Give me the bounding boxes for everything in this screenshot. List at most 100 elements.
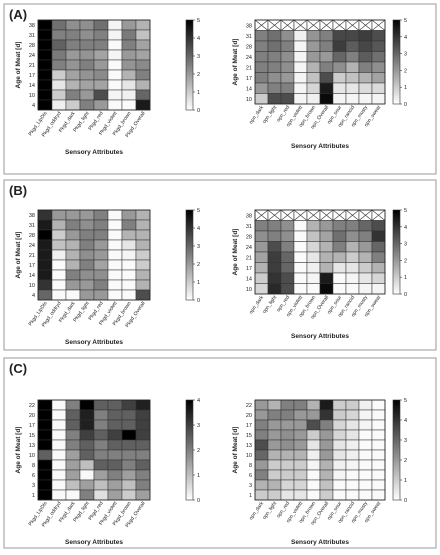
- colorbar-segment: [393, 55, 400, 59]
- heatmap-cell: [93, 69, 109, 81]
- heatmap-cell: [306, 419, 321, 431]
- heatmap-cell: [254, 220, 269, 232]
- heatmap-cell: [121, 469, 137, 481]
- heatmap-cell: [332, 82, 347, 94]
- heatmap-cell: [345, 61, 360, 73]
- colorbar-segment: [393, 249, 400, 253]
- colorbar-segment: [393, 228, 400, 232]
- heatmap-cell: [65, 249, 81, 261]
- colorbar-segment: [186, 291, 193, 294]
- colorbar-segment: [393, 85, 400, 88]
- heatmap-cell: [306, 30, 321, 42]
- colorbar-segment: [393, 427, 400, 431]
- heatmap-cell: [107, 249, 123, 261]
- heatmap-cell: [135, 259, 151, 271]
- heatmap-cell: [371, 272, 386, 284]
- heatmap-cell: [254, 439, 269, 451]
- colorbar-segment: [393, 233, 400, 236]
- colorbar-segment: [186, 252, 193, 256]
- na-cross-line: [358, 19, 373, 31]
- colorbar-segment: [186, 282, 193, 285]
- colorbar-segment: [393, 277, 400, 280]
- heatmap-cell: [293, 489, 308, 501]
- panel-label: (C): [9, 361, 27, 376]
- heatmap-cell: [280, 251, 295, 263]
- heatmap-cell: [358, 251, 373, 263]
- colorbar-segment: [186, 452, 193, 456]
- heatmap-cell: [293, 230, 308, 242]
- colorbar-segment: [393, 487, 400, 491]
- heatmap-cell: [254, 283, 269, 295]
- colorbar-tick-label: 0: [197, 498, 200, 504]
- colorbar-segment: [186, 430, 193, 433]
- y-tick-label: 3: [249, 483, 252, 489]
- heatmap-cell: [319, 429, 334, 441]
- heatmap-cell: [319, 409, 334, 421]
- colorbar-segment: [393, 47, 400, 50]
- colorbar-segment: [186, 20, 193, 23]
- heatmap-cell: [267, 272, 282, 284]
- heatmap-cell: [267, 283, 282, 295]
- colorbar-segment: [393, 287, 400, 291]
- heatmap-cell: [345, 409, 360, 421]
- colorbar-segment: [393, 64, 400, 67]
- heatmap-cell: [135, 29, 151, 41]
- heatmap-cell: [135, 439, 151, 451]
- heatmap-cell: [254, 51, 269, 63]
- heatmap-cell: [254, 449, 269, 461]
- heatmap-cell: [267, 93, 282, 105]
- colorbar-segment: [393, 72, 400, 75]
- heatmap-cell: [51, 289, 67, 301]
- heatmap-border: [37, 209, 151, 301]
- heatmap-cell: [107, 419, 123, 431]
- colorbar-segment: [393, 402, 400, 406]
- heatmap-cell: [345, 283, 360, 295]
- colorbar-segment: [393, 400, 400, 403]
- heatmap-cell: [319, 439, 334, 451]
- colorbar-segment: [186, 293, 193, 296]
- colorbar-segment: [393, 43, 400, 46]
- colorbar-segment: [186, 107, 193, 111]
- na-cross-line: [319, 209, 334, 221]
- colorbar-segment: [186, 239, 193, 242]
- colorbar-segment: [393, 490, 400, 493]
- colorbar-segment: [186, 47, 193, 50]
- colorbar-segment: [393, 93, 400, 96]
- heatmap-cell: [332, 251, 347, 263]
- colorbar-segment: [186, 78, 193, 82]
- heatmap-cell: [293, 40, 308, 52]
- heatmap-cell: [345, 399, 360, 411]
- heatmap-cell: [79, 59, 95, 71]
- heatmap-cell: [267, 61, 282, 73]
- colorbar-segment: [186, 266, 193, 269]
- heatmap-cell: [121, 239, 137, 251]
- heatmap-cell: [135, 49, 151, 61]
- y-tick-label: 31: [246, 224, 252, 230]
- heatmap-cell: [65, 219, 81, 231]
- heatmap-cell: [254, 230, 269, 242]
- colorbar-segment: [393, 455, 400, 458]
- heatmap-cell: [254, 241, 269, 253]
- heatmap-cell: [37, 89, 53, 101]
- heatmap-cell: [93, 29, 109, 41]
- heatmap-cell: [65, 229, 81, 241]
- heatmap-cell: [267, 82, 282, 94]
- colorbar-segment: [393, 425, 400, 428]
- heatmap-cell: [121, 39, 137, 51]
- heatmap-cell: [51, 249, 67, 261]
- heatmap-cell: [135, 269, 151, 281]
- heatmap-cell: [65, 209, 81, 221]
- heatmap-cell: [358, 469, 373, 481]
- heatmap-cell: [306, 241, 321, 253]
- heatmap-cell: [93, 79, 109, 91]
- heatmap-cell: [79, 439, 95, 451]
- heatmap-cell: [293, 469, 308, 481]
- heatmap-cell: [65, 29, 81, 41]
- y-tick-label: 14: [29, 83, 35, 89]
- heatmap-cell: [371, 72, 386, 84]
- heatmap-cell: [254, 251, 269, 263]
- colorbar-segment: [393, 407, 400, 411]
- heatmap-cell: [306, 51, 321, 63]
- heatmap-cell: [280, 429, 295, 441]
- heatmap-cell: [51, 209, 67, 221]
